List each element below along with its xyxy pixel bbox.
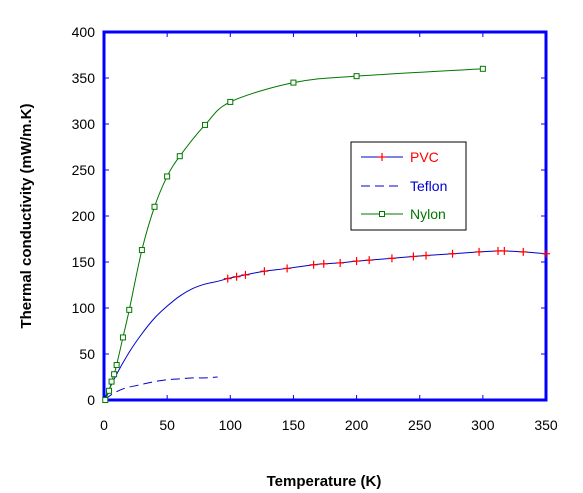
data-point-pvc bbox=[241, 270, 250, 279]
legend-item-teflon: Teflon bbox=[361, 178, 447, 194]
data-point-pvc bbox=[260, 267, 269, 276]
data-point-pvc bbox=[283, 264, 292, 273]
y-tick-label: 50 bbox=[79, 346, 95, 362]
data-point-nylon bbox=[227, 98, 234, 105]
x-tick-label: 200 bbox=[345, 417, 369, 433]
x-tick-label: 300 bbox=[471, 417, 495, 433]
data-point-nylon bbox=[479, 65, 486, 72]
plot-frame bbox=[102, 30, 548, 402]
data-point-pvc bbox=[500, 246, 509, 255]
series-nylon bbox=[102, 65, 486, 403]
y-tick-label: 150 bbox=[72, 254, 96, 270]
data-point-pvc bbox=[309, 260, 318, 269]
data-point-nylon bbox=[108, 378, 115, 385]
y-tick-label: 300 bbox=[72, 116, 96, 132]
data-point-nylon bbox=[151, 203, 158, 210]
x-tick-label: 150 bbox=[282, 417, 306, 433]
legend-marker-nylon bbox=[379, 211, 385, 217]
data-point-pvc bbox=[365, 256, 374, 265]
data-point-pvc bbox=[336, 258, 345, 267]
data-point-nylon bbox=[126, 306, 133, 313]
data-point-nylon bbox=[119, 334, 126, 341]
data-point-pvc bbox=[542, 249, 550, 258]
data-point-nylon bbox=[353, 73, 360, 80]
data-point-pvc bbox=[352, 257, 361, 266]
series-pvc bbox=[103, 246, 550, 401]
y-axis-label: Thermal conductivity (mW/m.K) bbox=[18, 103, 35, 328]
y-tick-label: 0 bbox=[87, 392, 95, 408]
y-tick-label: 100 bbox=[72, 300, 96, 316]
y-tick-label: 350 bbox=[72, 70, 96, 86]
data-point-pvc bbox=[519, 247, 528, 256]
x-tick-label: 350 bbox=[534, 417, 558, 433]
series-line-nylon bbox=[104, 68, 483, 401]
legend-marker-pvc bbox=[378, 153, 386, 161]
y-tick-label: 400 bbox=[72, 24, 96, 40]
data-point-pvc bbox=[422, 251, 431, 260]
legend-label-nylon: Nylon bbox=[410, 206, 446, 222]
data-point-nylon bbox=[106, 387, 113, 394]
legend-label-pvc: PVC bbox=[410, 149, 439, 165]
data-point-nylon bbox=[164, 173, 171, 180]
x-tick-label: 100 bbox=[219, 417, 243, 433]
data-point-nylon bbox=[202, 121, 209, 128]
data-point-pvc bbox=[448, 249, 457, 258]
data-point-pvc bbox=[409, 252, 418, 261]
x-tick-label: 50 bbox=[159, 417, 175, 433]
series-line-pvc bbox=[103, 250, 547, 401]
data-point-nylon bbox=[113, 362, 120, 369]
legend-label-teflon: Teflon bbox=[410, 178, 447, 194]
x-tick-label: 250 bbox=[408, 417, 432, 433]
y-tick-label: 200 bbox=[72, 208, 96, 224]
series-layer bbox=[102, 65, 550, 403]
data-point-nylon bbox=[290, 79, 297, 86]
data-point-pvc bbox=[223, 274, 232, 283]
data-point-pvc bbox=[232, 272, 241, 281]
legend: PVC Teflon Nylon bbox=[350, 141, 467, 231]
data-point-nylon bbox=[176, 153, 183, 160]
y-tick-label: 250 bbox=[72, 162, 96, 178]
data-point-pvc bbox=[475, 247, 484, 256]
x-axis-label: Temperature (K) bbox=[267, 473, 382, 490]
axis-ticks: 0 50 100 150 200 250 300 350 0 50 100 150 200 250 300 3… bbox=[72, 24, 558, 433]
legend-items: PVC Teflon Nylon bbox=[361, 149, 447, 222]
series-teflon bbox=[104, 376, 218, 401]
data-point-pvc bbox=[387, 254, 396, 263]
x-tick-label: 0 bbox=[100, 417, 108, 433]
data-point-pvc bbox=[319, 259, 328, 268]
series-line-teflon bbox=[104, 376, 218, 401]
legend-item-nylon: Nylon bbox=[361, 206, 446, 222]
data-point-nylon bbox=[102, 397, 109, 403]
data-point-nylon bbox=[111, 371, 118, 378]
data-point-nylon bbox=[138, 247, 145, 254]
legend-item-pvc: PVC bbox=[361, 149, 439, 165]
